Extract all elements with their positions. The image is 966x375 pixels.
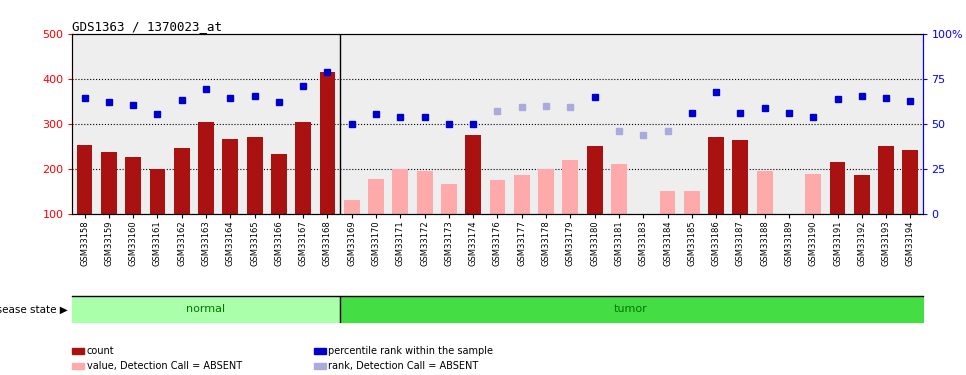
Bar [490, 180, 505, 214]
Bar [368, 178, 384, 214]
Text: disease state ▶: disease state ▶ [0, 304, 68, 314]
Bar [441, 184, 457, 214]
Bar [392, 169, 409, 214]
Text: GDS1363 / 1370023_at: GDS1363 / 1370023_at [72, 20, 222, 33]
Bar [466, 135, 481, 214]
Text: tumor: tumor [614, 304, 648, 314]
Bar [562, 160, 579, 214]
Bar [684, 191, 699, 214]
Bar [611, 164, 627, 214]
Text: rank, Detection Call = ABSENT: rank, Detection Call = ABSENT [328, 361, 479, 370]
Bar [174, 148, 189, 214]
Bar [76, 145, 93, 214]
Bar [586, 146, 603, 214]
Text: normal: normal [186, 304, 226, 314]
Bar [830, 162, 845, 214]
Text: value, Detection Call = ABSENT: value, Detection Call = ABSENT [87, 361, 242, 370]
Bar [806, 174, 821, 214]
Bar [756, 171, 773, 214]
Bar [150, 169, 165, 214]
Bar [101, 152, 117, 214]
Bar [320, 72, 335, 214]
Bar [416, 171, 433, 214]
Bar [271, 154, 287, 214]
Bar [732, 140, 749, 214]
Bar [126, 157, 141, 214]
Bar [538, 169, 554, 214]
Bar [902, 150, 919, 214]
Text: percentile rank within the sample: percentile rank within the sample [328, 346, 494, 355]
Bar [296, 122, 311, 214]
Bar [854, 176, 869, 214]
Bar [878, 146, 894, 214]
Bar [514, 176, 529, 214]
Bar [344, 200, 359, 214]
Bar [708, 137, 724, 214]
Bar [660, 191, 675, 214]
Bar [246, 137, 263, 214]
Text: count: count [87, 346, 115, 355]
Bar [198, 122, 213, 214]
Bar [222, 139, 239, 214]
